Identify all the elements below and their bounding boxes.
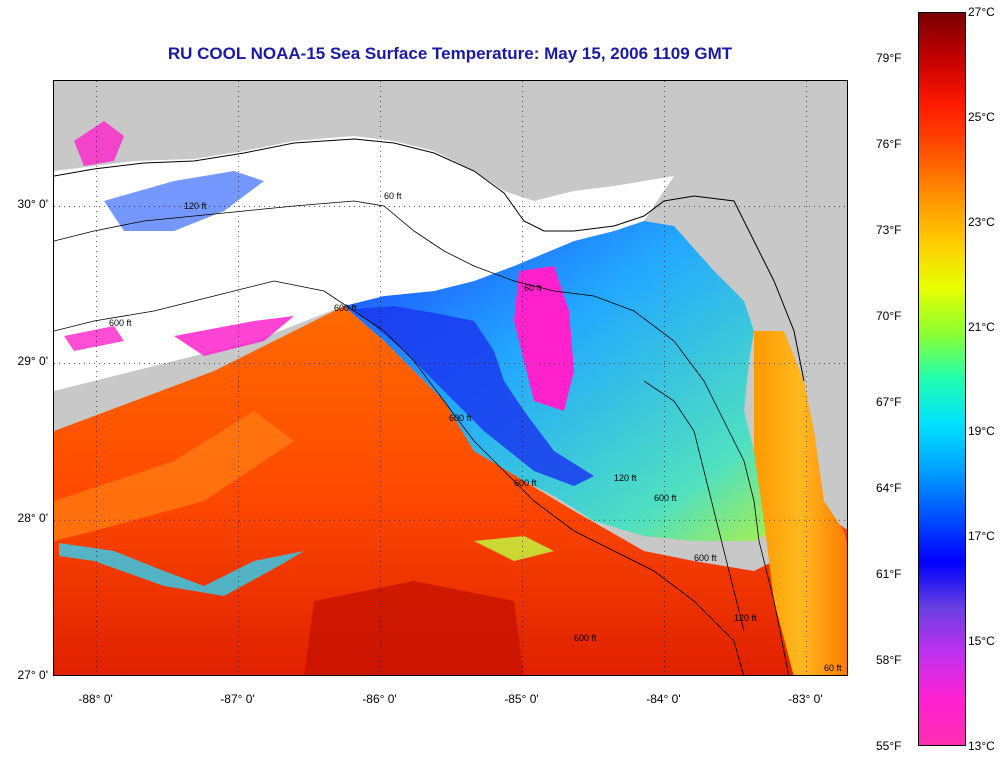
celsius-label: 25°C xyxy=(968,109,995,124)
coastal-warm-water xyxy=(754,331,847,675)
color-bar-svg xyxy=(919,13,965,745)
sst-map: 600 ft 60 ft 120 ft 600 ft 600 ft 600 ft 60 ft… xyxy=(53,80,848,676)
contour-label: 600 ft xyxy=(449,413,472,423)
contour-labels: 600 ft 60 ft 120 ft 600 ft 600 ft 600 ft 60 ft… xyxy=(109,191,842,673)
fahrenheit-label: 76°F xyxy=(876,136,902,151)
celsius-label: 23°C xyxy=(968,214,995,229)
hot-water-patch xyxy=(304,581,524,675)
contour-label: 600 ft xyxy=(574,633,597,643)
lat-label: 27° 0' xyxy=(17,668,48,682)
contour-label: 60 ft xyxy=(524,283,542,293)
sst-map-svg: 600 ft 60 ft 120 ft 600 ft 600 ft 600 ft 60 ft… xyxy=(54,81,847,675)
contour-label: 60 ft xyxy=(824,663,842,673)
celsius-label: 27°C xyxy=(968,5,995,19)
fahrenheit-label: 58°F xyxy=(876,652,902,667)
fahrenheit-label: 67°F xyxy=(876,394,902,409)
color-bar xyxy=(918,12,966,746)
map-title: RU COOL NOAA-15 Sea Surface Temperature:… xyxy=(167,44,733,63)
cold-strip xyxy=(174,316,294,356)
contour-label: 600 ft xyxy=(109,318,132,328)
celsius-label: 21°C xyxy=(968,319,995,334)
cool-streak xyxy=(59,543,304,596)
lon-label: -87° 0' xyxy=(220,692,255,706)
fahrenheit-label: 73°F xyxy=(876,222,902,237)
contour-label: 600 ft xyxy=(334,303,357,313)
celsius-label: 15°C xyxy=(968,634,995,649)
contour-label: 120 ft xyxy=(184,201,207,211)
cold-blob-west xyxy=(104,171,264,231)
lon-label: -83° 0' xyxy=(788,692,823,706)
celsius-label: 17°C xyxy=(968,529,995,544)
contour-label: 600 ft xyxy=(694,553,717,563)
coastline xyxy=(54,138,805,382)
cold-blob-bay xyxy=(74,121,124,166)
fahrenheit-label: 79°F xyxy=(876,50,902,65)
fahrenheit-label: 55°F xyxy=(876,739,902,753)
fahrenheit-label: 64°F xyxy=(876,480,902,495)
lon-label: -85° 0' xyxy=(504,692,539,706)
contour-label: 600 ft xyxy=(654,493,677,503)
contour-label: 120 ft xyxy=(734,613,757,623)
cold-strip-west xyxy=(64,326,124,351)
lon-label: -88° 0' xyxy=(78,692,113,706)
celsius-label: 13°C xyxy=(968,739,995,753)
contour-120ft xyxy=(643,380,745,632)
warm-streak xyxy=(54,411,294,541)
contour-label: 120 ft xyxy=(614,473,637,483)
fahrenheit-label: 61°F xyxy=(876,566,902,581)
lat-label: 30° 0' xyxy=(17,197,48,212)
lat-label: 29° 0' xyxy=(17,354,48,369)
warm-water-region xyxy=(54,306,847,675)
lon-label: -84° 0' xyxy=(646,692,681,706)
cold-upwelling-patch xyxy=(514,266,574,411)
fahrenheit-label: 70°F xyxy=(876,308,902,323)
contour-label: 60 ft xyxy=(384,191,402,201)
celsius-label: 19°C xyxy=(968,424,995,439)
contour-600ft xyxy=(54,280,744,675)
lat-label: 28° 0' xyxy=(17,511,48,526)
cool-patch xyxy=(474,536,554,561)
cold-band xyxy=(354,306,594,486)
contour-60ft xyxy=(54,200,790,675)
contour-label: 600 ft xyxy=(514,478,537,488)
lon-label: -86° 0' xyxy=(362,692,397,706)
color-bar-gradient xyxy=(919,13,965,745)
